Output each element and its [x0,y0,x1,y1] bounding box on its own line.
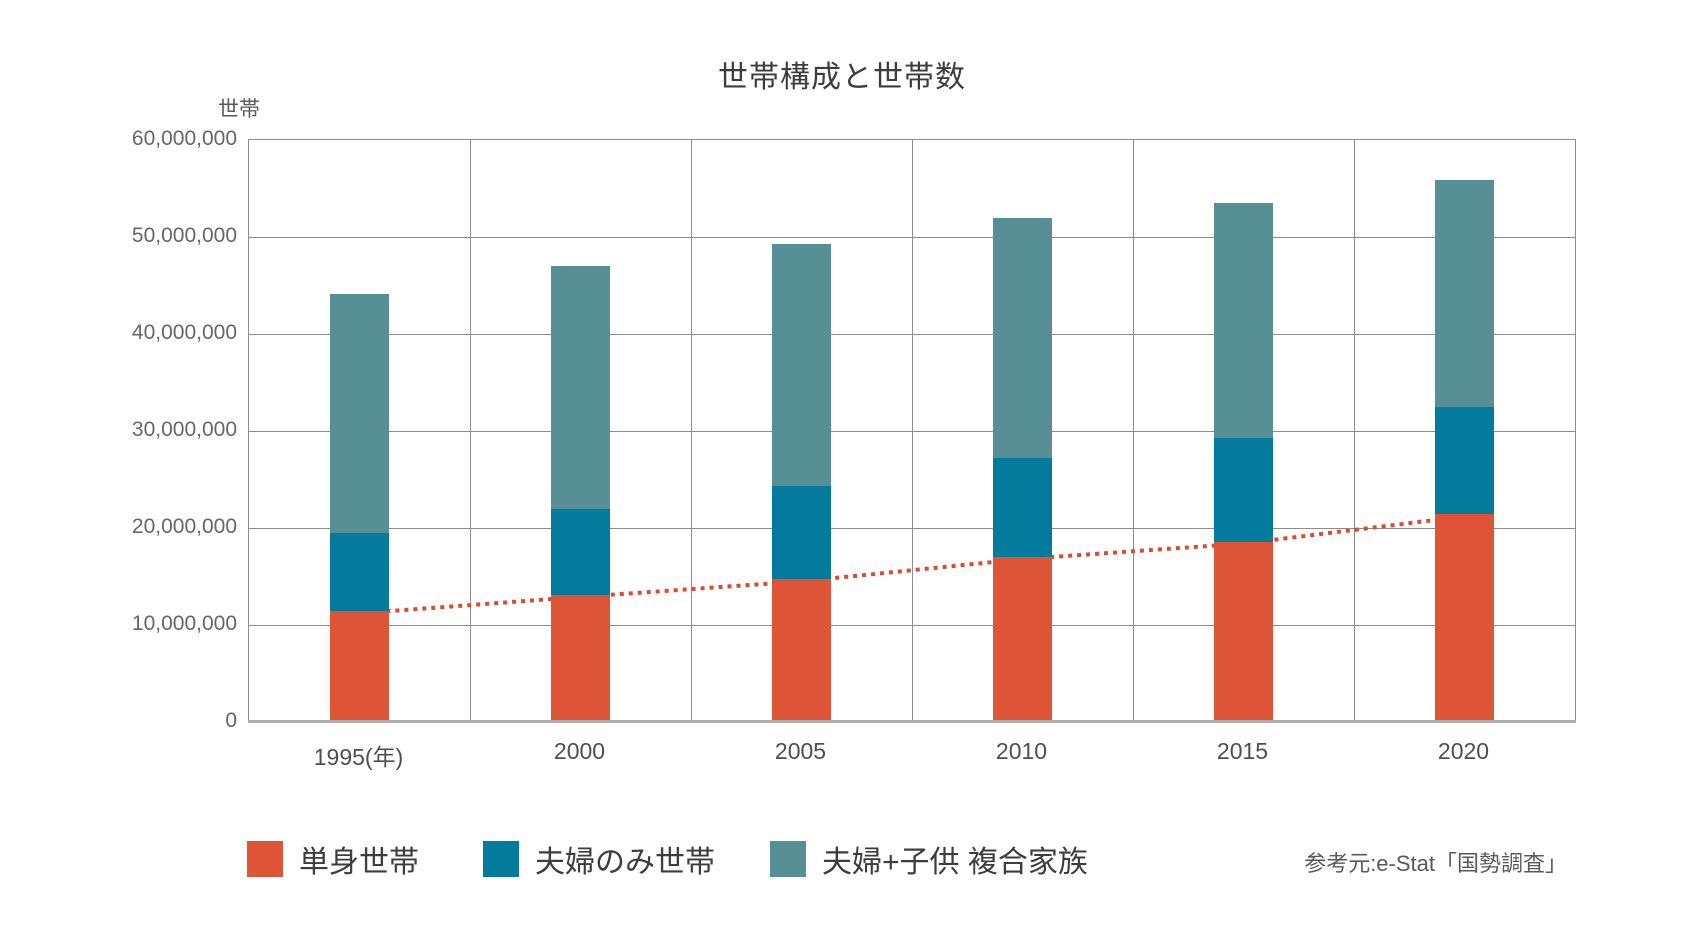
bar-segment-夫婦のみ世帯 [772,486,831,580]
bar-segment-夫婦のみ世帯 [993,458,1052,558]
gridline-vertical [1354,140,1355,722]
legend-swatch [483,841,519,877]
y-tick-label: 40,000,000 [131,321,237,344]
bar-segment-夫婦+子供 複合家族 [772,243,831,487]
bar-group-2015 [1214,203,1273,720]
bar-group-1995 [330,294,389,720]
y-tick-label: 0 [225,709,237,732]
x-axis-label: 2020 [1437,738,1490,764]
bar-segment-単身世帯 [1435,514,1494,720]
x-axis-label: 2010 [995,738,1048,764]
legend-label: 単身世帯 [299,846,419,879]
x-axis-label: 2005 [774,738,827,764]
legend-swatch [247,841,283,877]
bar-segment-夫婦+子供 複合家族 [551,266,610,509]
bar-group-2000 [551,266,610,720]
legend-swatch [770,841,806,877]
bar-group-2020 [1435,179,1494,720]
bar-segment-夫婦のみ世帯 [1214,437,1273,542]
x-axis-baseline [248,720,1576,723]
x-axis-label: 2000 [553,738,606,764]
bar-segment-夫婦のみ世帯 [551,508,610,595]
trend-dotted-line [359,514,1465,616]
y-tick-label: 30,000,000 [131,418,237,441]
bar-segment-夫婦のみ世帯 [330,532,389,612]
bar-group-2005 [772,243,831,720]
bar-segment-単身世帯 [1214,541,1273,720]
y-tick-label: 10,000,000 [131,612,237,635]
bar-segment-単身世帯 [330,611,389,720]
plot-area [248,139,1576,723]
gridline-vertical [912,140,913,722]
legend-item: 夫婦のみ世帯 [483,840,715,879]
bar-segment-単身世帯 [772,579,831,720]
y-tick-label: 50,000,000 [131,224,237,247]
bar-segment-夫婦+子供 複合家族 [993,217,1052,459]
gridline-vertical [470,140,471,722]
y-tick-label: 20,000,000 [131,515,237,538]
bar-group-2010 [993,217,1052,720]
bar-segment-夫婦+子供 複合家族 [330,294,389,533]
legend-label: 夫婦+子供 複合家族 [822,846,1088,879]
source-citation: 参考元:e-Stat「国勢調査」 [1304,851,1567,876]
x-axis-label: 1995(年) [313,744,404,770]
bar-segment-単身世帯 [993,557,1052,720]
bar-segment-夫婦+子供 複合家族 [1435,179,1494,407]
bar-segment-夫婦+子供 複合家族 [1214,203,1273,438]
legend-item: 夫婦+子供 複合家族 [770,840,1088,879]
chart-title: 世帯構成と世帯数 [718,61,966,94]
bar-segment-単身世帯 [551,594,610,720]
gridline-vertical [1133,140,1134,722]
legend-label: 夫婦のみ世帯 [535,846,715,879]
y-tick-label: 60,000,000 [131,127,237,150]
y-axis-unit-label: 世帯 [218,98,260,121]
legend-item: 単身世帯 [247,840,419,879]
x-axis-label: 2015 [1216,738,1269,764]
bar-segment-夫婦のみ世帯 [1435,406,1494,515]
gridline-vertical [691,140,692,722]
